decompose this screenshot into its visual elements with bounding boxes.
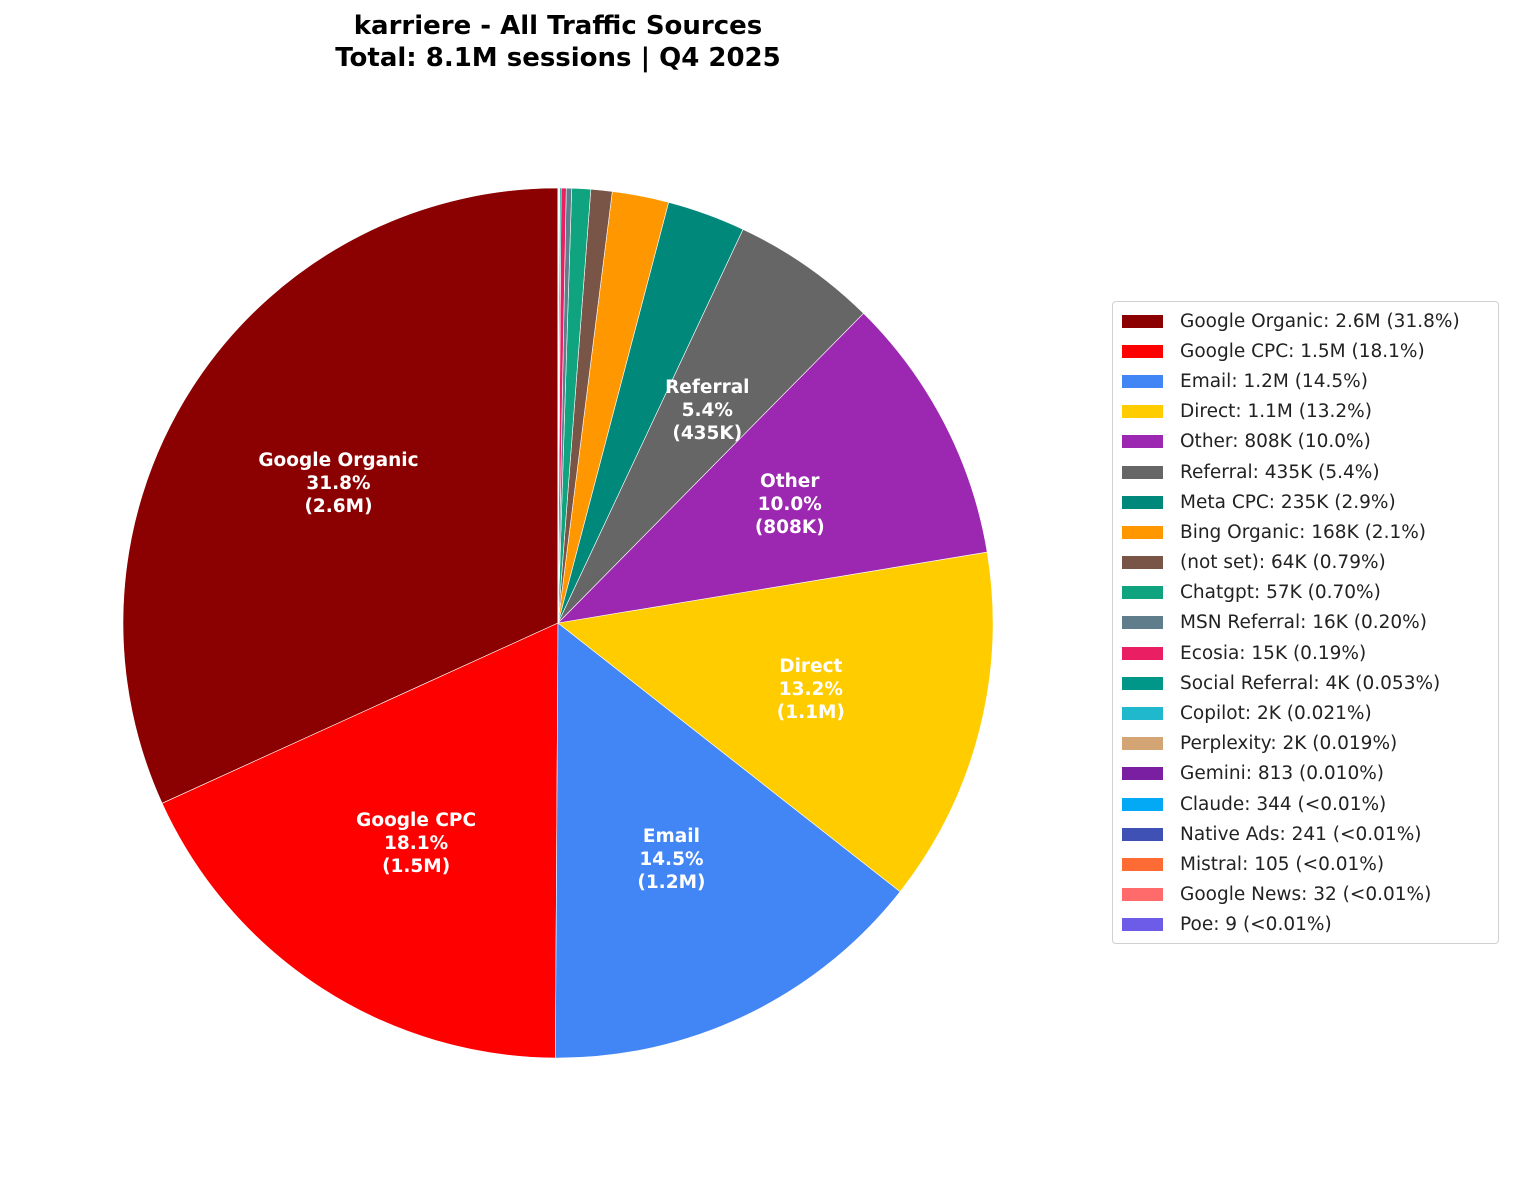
legend-swatch [1122, 586, 1163, 600]
legend-item: Referral: 435K (5.4%) [1113, 457, 1498, 487]
legend-label: Perplexity: 2K (0.019%) [1180, 733, 1398, 755]
legend-label: (not set): 64K (0.79%) [1180, 552, 1386, 574]
pie-slice-google-cpc [161, 622, 559, 1059]
legend-label: Meta CPC: 235K (2.9%) [1180, 491, 1396, 513]
legend-swatch [1122, 707, 1163, 721]
legend-label: Direct: 1.1M (13.2%) [1180, 401, 1372, 423]
legend-label: Other: 808K (10.0%) [1180, 431, 1371, 453]
title-line: karriere - All Traffic Sources [353, 11, 763, 41]
legend-swatch [1122, 525, 1163, 539]
legend-label: Referral: 435K (5.4%) [1180, 461, 1380, 483]
legend-item: Meta CPC: 235K (2.9%) [1113, 487, 1498, 517]
slice-label: Referral 5.4% (435K) [665, 377, 749, 444]
legend-swatch [1122, 435, 1163, 449]
legend-swatch [1122, 676, 1163, 690]
legend-swatch [1122, 797, 1163, 811]
legend-label: Mistral: 105 (<0.01%) [1180, 853, 1385, 875]
legend-label: Poe: 9 (<0.01%) [1180, 914, 1332, 936]
legend-item: Other: 808K (10.0%) [1113, 427, 1498, 457]
legend-label: Google CPC: 1.5M (18.1%) [1180, 340, 1425, 362]
legend-swatch [1122, 465, 1163, 479]
legend-item: Claude: 344 (<0.01%) [1113, 789, 1498, 819]
legend-swatch [1122, 314, 1163, 328]
legend-swatch [1122, 767, 1163, 781]
pie-slice-email [555, 622, 901, 1059]
legend-swatch [1122, 556, 1163, 570]
chart-title: karriere - All Traffic Sources Total: 8.… [208, 10, 908, 74]
legend-item: Chatgpt: 57K (0.70%) [1113, 578, 1498, 608]
legend-swatch [1122, 646, 1163, 660]
legend-item: (not set): 64K (0.79%) [1113, 548, 1498, 578]
legend-label: Google News: 32 (<0.01%) [1180, 884, 1432, 906]
legend-label: Claude: 344 (<0.01%) [1180, 793, 1387, 815]
legend-swatch [1122, 827, 1163, 841]
legend-item: Bing Organic: 168K (2.1%) [1113, 517, 1498, 547]
legend-label: Gemini: 813 (0.010%) [1180, 763, 1385, 785]
slice-label: Direct 13.2% (1.1M) [777, 656, 845, 723]
legend-item: Google News: 32 (<0.01%) [1113, 880, 1498, 910]
legend-swatch [1122, 344, 1163, 358]
pie-slice-other [557, 312, 988, 624]
legend-item: Social Referral: 4K (0.053%) [1113, 668, 1498, 698]
slice-label: Google CPC 18.1% (1.5M) [356, 810, 476, 877]
slice-label: Email 14.5% (1.2M) [637, 826, 705, 893]
legend-item: Ecosia: 15K (0.19%) [1113, 638, 1498, 668]
legend-item: Native Ads: 241 (<0.01%) [1113, 819, 1498, 849]
legend-swatch [1122, 616, 1163, 630]
legend-swatch [1122, 918, 1163, 932]
subtitle-line: Total: 8.1M sessions | Q4 2025 [335, 43, 781, 73]
legend-swatch [1122, 405, 1163, 419]
slice-label: Other 10.0% (808K) [755, 471, 825, 538]
legend-swatch [1122, 495, 1163, 509]
legend-swatch [1122, 857, 1163, 871]
legend-item: MSN Referral: 16K (0.20%) [1113, 608, 1498, 638]
legend-label: Native Ads: 241 (<0.01%) [1180, 823, 1422, 845]
pie-slice-direct [557, 551, 994, 893]
slice-label: Google Organic 31.8% (2.6M) [258, 450, 418, 517]
legend-label: Ecosia: 15K (0.19%) [1180, 642, 1367, 664]
legend-label: Email: 1.2M (14.5%) [1180, 370, 1368, 392]
legend-item: Google Organic: 2.6M (31.8%) [1113, 306, 1498, 336]
legend-label: Chatgpt: 57K (0.70%) [1180, 582, 1381, 604]
pie-chart: Google Organic 31.8% (2.6M) Google CPC 18.1%… [122, 187, 994, 1059]
legend: Google Organic: 2.6M (31.8%) Google CPC: … [1112, 301, 1499, 944]
legend-item: Perplexity: 2K (0.019%) [1113, 729, 1498, 759]
pie-slice-google-organic [122, 187, 559, 804]
legend-item: Email: 1.2M (14.5%) [1113, 366, 1498, 396]
pie-slice-referral [557, 228, 864, 624]
legend-item: Poe: 9 (<0.01%) [1113, 910, 1498, 940]
legend-item: Google CPC: 1.5M (18.1%) [1113, 336, 1498, 366]
legend-label: Social Referral: 4K (0.053%) [1180, 672, 1441, 694]
legend-label: Google Organic: 2.6M (31.8%) [1180, 310, 1460, 332]
legend-item: Copilot: 2K (0.021%) [1113, 698, 1498, 728]
legend-item: Gemini: 813 (0.010%) [1113, 759, 1498, 789]
legend-swatch [1122, 737, 1163, 751]
legend-label: Copilot: 2K (0.021%) [1180, 703, 1372, 725]
legend-swatch [1122, 374, 1163, 388]
legend-label: Bing Organic: 168K (2.1%) [1180, 521, 1427, 543]
legend-swatch [1122, 888, 1163, 902]
legend-item: Mistral: 105 (<0.01%) [1113, 849, 1498, 879]
legend-item: Direct: 1.1M (13.2%) [1113, 397, 1498, 427]
legend-label: MSN Referral: 16K (0.20%) [1180, 612, 1427, 634]
